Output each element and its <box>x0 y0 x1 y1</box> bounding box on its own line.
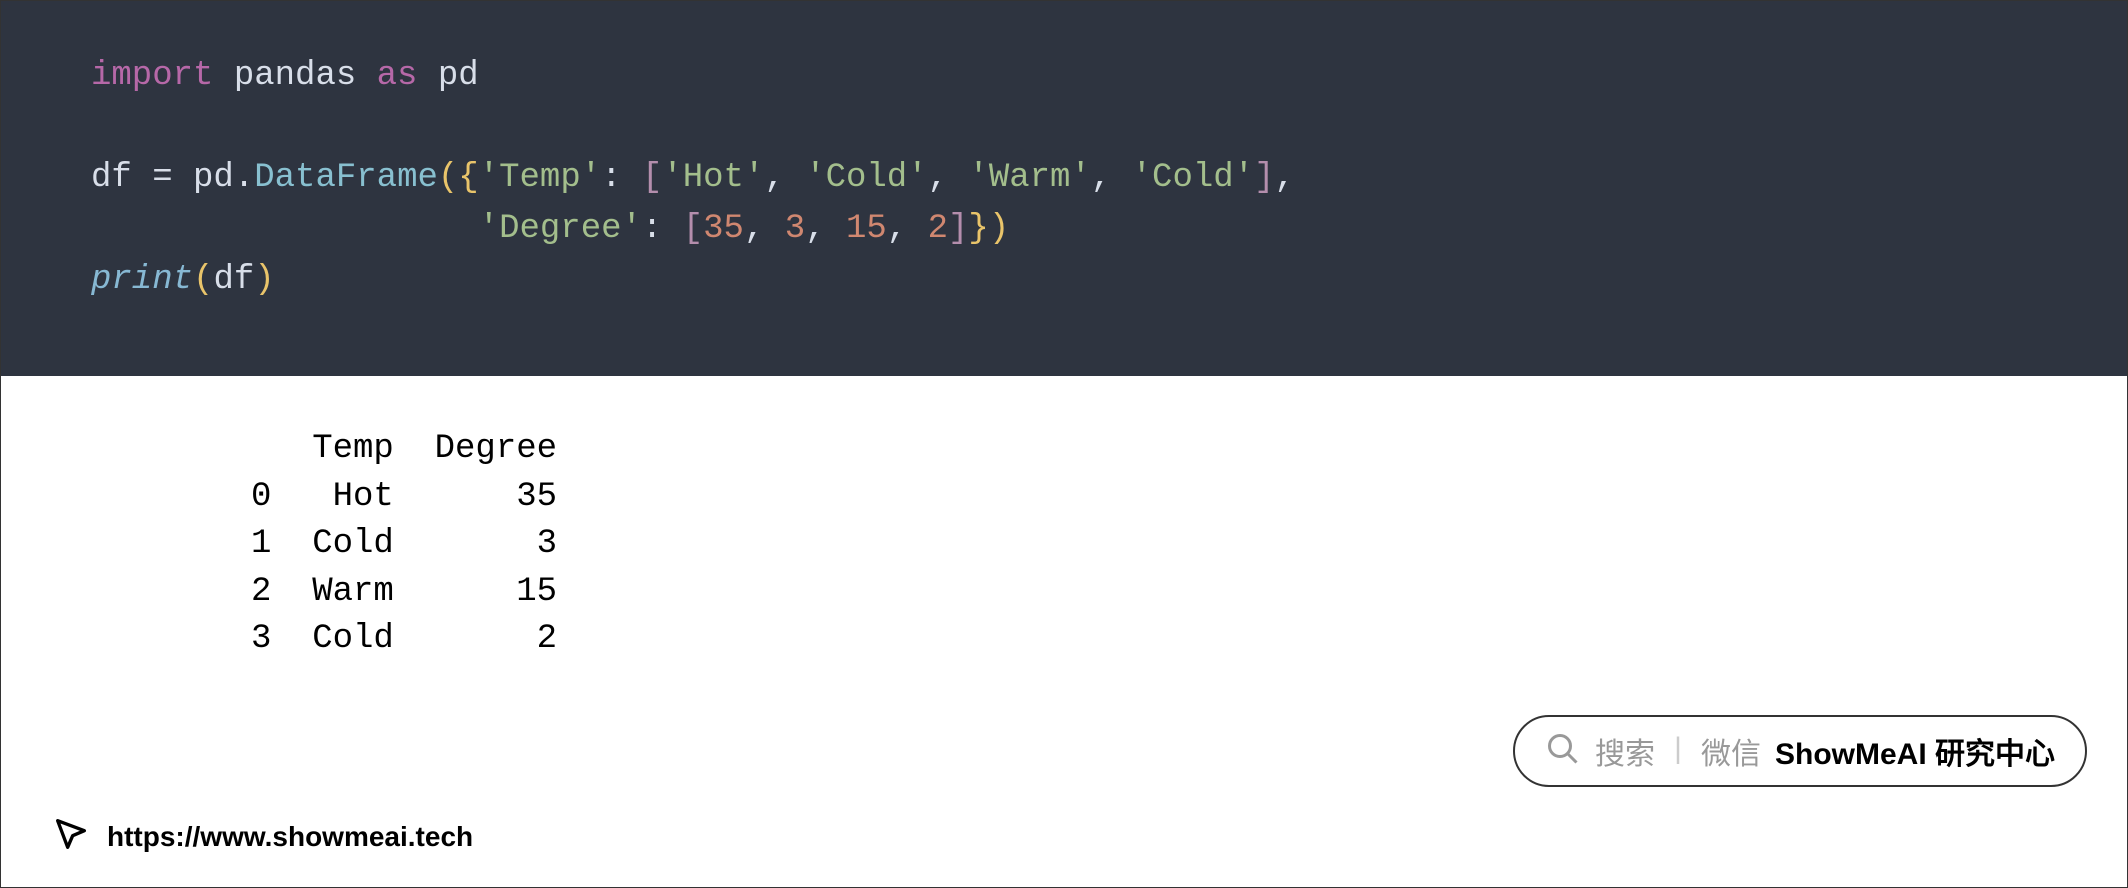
search-pill[interactable]: 搜索 | 微信 ShowMeAI 研究中心 <box>1513 715 2087 787</box>
keyword-import: import <box>91 57 213 95</box>
lbrace: { <box>458 159 478 197</box>
alias-pd: pd <box>438 57 479 95</box>
str-temp: 'Temp' <box>479 159 601 197</box>
lparen: ( <box>193 261 213 299</box>
num-15: 15 <box>846 210 887 248</box>
comma: , <box>764 159 784 197</box>
pill-divider: | <box>1669 734 1687 768</box>
func-print: print <box>91 261 193 299</box>
pill-label-search: 搜索 <box>1595 729 1655 773</box>
var-df: df <box>91 159 132 197</box>
rbrace: } <box>968 210 988 248</box>
pill-label-wechat: 微信 <box>1701 729 1761 773</box>
comma: , <box>887 210 907 248</box>
output-row: 3 Cold 2 <box>251 620 557 658</box>
keyword-as: as <box>377 57 418 95</box>
dot: . <box>234 159 254 197</box>
rbracket: ] <box>948 210 968 248</box>
num-2: 2 <box>928 210 948 248</box>
output-header: Temp Degree <box>251 430 557 468</box>
search-icon <box>1545 731 1581 772</box>
num-3: 3 <box>785 210 805 248</box>
comma: , <box>1091 159 1111 197</box>
code-block: import pandas as pd df = pd.DataFrame({'… <box>1 1 2127 376</box>
rparen: ) <box>254 261 274 299</box>
comma: , <box>744 210 764 248</box>
comma: , <box>928 159 948 197</box>
colon: : <box>642 210 662 248</box>
lbracket: [ <box>642 159 662 197</box>
str-hot: 'Hot' <box>662 159 764 197</box>
pill-label-brand: ShowMeAI 研究中心 <box>1775 729 2055 773</box>
str-degree: 'Degree' <box>479 210 642 248</box>
str-warm: 'Warm' <box>968 159 1090 197</box>
module-pandas: pandas <box>234 57 356 95</box>
rparen: ) <box>989 210 1009 248</box>
footer-url: https://www.showmeai.tech <box>107 821 473 853</box>
str-cold: 'Cold' <box>805 159 927 197</box>
colon: : <box>601 159 621 197</box>
func-dataframe: DataFrame <box>254 159 438 197</box>
output-row: 2 Warm 15 <box>251 573 557 611</box>
lbracket: [ <box>683 210 703 248</box>
output-block: Temp Degree 0 Hot 35 1 Cold 3 2 Warm 15 … <box>1 376 2127 664</box>
alias-pd: pd <box>193 159 234 197</box>
num-35: 35 <box>703 210 744 248</box>
op-eq: = <box>152 159 172 197</box>
str-cold2: 'Cold' <box>1132 159 1254 197</box>
rbracket: ] <box>1254 159 1274 197</box>
comma: , <box>805 210 825 248</box>
comma: , <box>1274 159 1294 197</box>
output-row: 0 Hot 35 <box>251 478 557 516</box>
lparen: ( <box>438 159 458 197</box>
footer: https://www.showmeai.tech <box>51 814 473 859</box>
cursor-icon <box>51 814 91 859</box>
arg-df: df <box>213 261 254 299</box>
output-row: 1 Cold 3 <box>251 525 557 563</box>
